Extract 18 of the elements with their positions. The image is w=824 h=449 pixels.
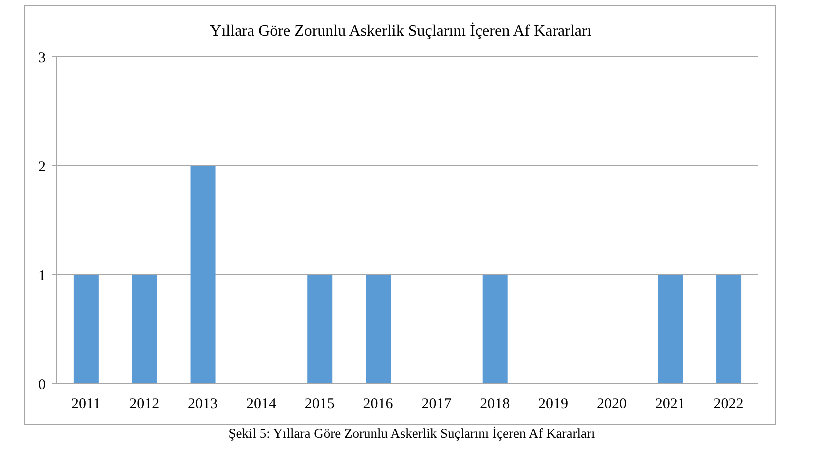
x-tick-label: 2022 [714, 396, 744, 413]
x-tick-label: 2017 [422, 396, 452, 413]
x-tick-label: 2015 [304, 396, 335, 413]
x-tick-label: 2012 [130, 396, 160, 413]
x-tick-label: 2013 [188, 396, 218, 413]
x-tick-label: 2016 [363, 396, 394, 413]
text: Şekil 5: Yıllara Göre Zorunlu Askerlik Suçlarını İçeren Af Kararları [228, 426, 596, 442]
x-tick-label: 2021 [655, 396, 686, 413]
chart-title: Yıllara Göre Zorunlu Askerlik Suçlarını İçeren Af Kararları [209, 23, 593, 41]
x-tick-label: 2018 [480, 396, 510, 413]
y-tick-label: 1 [38, 268, 46, 284]
x-tick-label: 2011 [71, 396, 101, 413]
y-tick-label: 2 [38, 159, 46, 176]
x-tick-label: 2019 [538, 396, 569, 413]
y-tick-label: 0 [38, 377, 46, 394]
x-tick-label: 2014 [246, 396, 277, 413]
x-tick-label: 2020 [596, 396, 627, 413]
y-tick-label: 3 [38, 50, 46, 66]
